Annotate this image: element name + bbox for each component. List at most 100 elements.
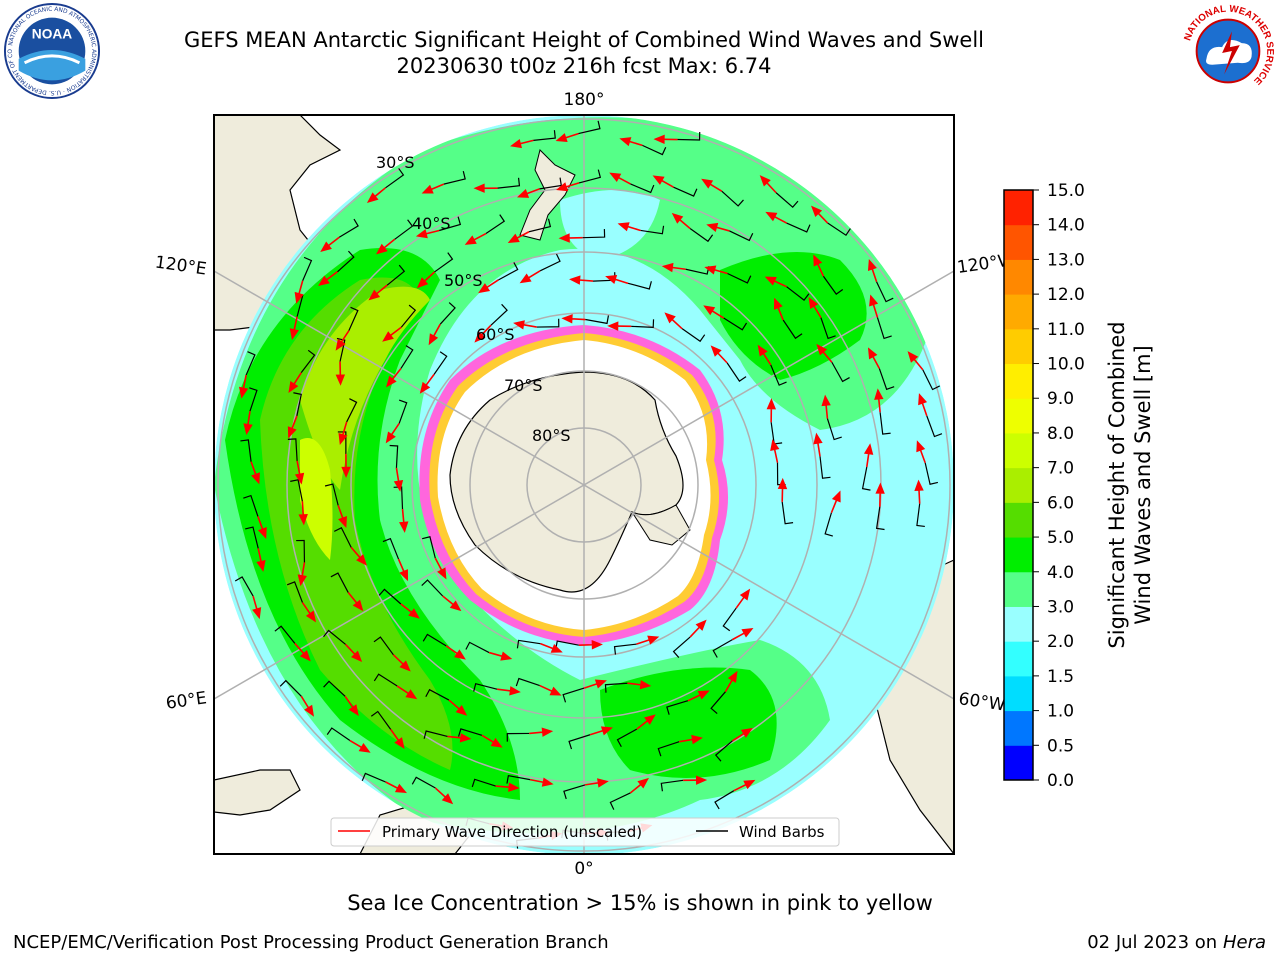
wave-direction-arrow	[513, 320, 537, 330]
wind-barb	[627, 281, 652, 290]
wave-direction-arrow	[393, 467, 404, 492]
wave-direction-arrow	[445, 645, 466, 660]
wave-direction-arrow	[375, 238, 396, 255]
wind-barb	[300, 349, 316, 374]
wind-barb	[630, 183, 655, 194]
wind-barb	[563, 784, 586, 800]
wind-barb	[878, 368, 895, 391]
colorbar-tick-label: 14.0	[1047, 216, 1085, 236]
wave-direction-arrow	[464, 232, 487, 245]
wind-barb	[568, 734, 591, 750]
wind-barb	[240, 439, 252, 462]
wave-direction-arrow	[735, 588, 751, 609]
colorbar-tick-label: 1.0	[1047, 702, 1074, 722]
colorbar-segment	[1004, 745, 1033, 781]
wave-direction-arrow	[569, 275, 594, 285]
wave-band-6-7m	[300, 286, 430, 490]
wind-barb	[926, 415, 943, 438]
wave-direction-arrow	[683, 775, 708, 785]
wave-direction-arrow	[671, 212, 691, 230]
lat-label-50s: 50°S	[444, 271, 483, 290]
wind-barb	[249, 387, 258, 412]
wind-barb	[722, 607, 737, 632]
wind-barb	[471, 778, 496, 788]
wave-direction-arrow	[287, 415, 298, 439]
wind-barb	[721, 190, 744, 207]
wind-barb	[642, 144, 667, 156]
wave-direction-arrow	[556, 182, 580, 192]
wind-barb	[876, 281, 894, 303]
wave-direction-arrow	[619, 137, 643, 147]
wave-direction-arrow	[298, 501, 308, 526]
wind-barb	[712, 639, 733, 658]
wind-barb	[916, 503, 925, 528]
wave-direction-arrow	[294, 280, 304, 304]
wind-barb	[786, 286, 810, 301]
wind-barb	[348, 306, 359, 331]
wave-direction-arrow	[703, 305, 725, 319]
wave-direction-arrow	[704, 265, 728, 275]
wind-barb	[338, 218, 359, 238]
wave-direction-arrow	[338, 421, 348, 446]
wave-direction-arrow	[517, 188, 540, 198]
wind-barb	[539, 253, 561, 272]
wave-direction-arrow	[813, 254, 825, 277]
wave-direction-arrow	[918, 393, 928, 417]
wave-band-4-5m-pacific	[720, 252, 867, 380]
wind-barb	[326, 727, 351, 741]
wave-direction-arrow	[416, 271, 436, 289]
colorbar-tick-label: 4.0	[1047, 563, 1074, 583]
wind-barb	[924, 462, 939, 485]
wind-barb	[336, 337, 346, 362]
colorbar-border	[1003, 189, 1034, 781]
wave-direction-arrow	[448, 699, 468, 716]
wind-barb	[439, 302, 456, 325]
legend-wave-label: Primary Wave Direction (unscaled)	[382, 823, 642, 841]
wave-direction-arrow	[863, 443, 874, 468]
wave-direction-arrow	[399, 508, 409, 533]
colorbar-segment	[1004, 502, 1033, 538]
wind-barb	[361, 772, 386, 783]
wave-direction-arrow	[350, 546, 367, 566]
wind-barb	[562, 687, 585, 703]
colorbar-segment	[1004, 259, 1033, 295]
wind-barb	[378, 588, 402, 605]
wave-direction-arrow	[813, 432, 823, 457]
colorbar-segment	[1004, 398, 1033, 434]
wind-barb	[370, 710, 392, 730]
wave-direction-arrow	[706, 222, 730, 233]
wind-barb	[411, 776, 436, 789]
wave-direction-arrow	[679, 734, 703, 745]
lat-label-40s: 40°S	[412, 214, 451, 233]
wave-direction-arrow	[256, 548, 266, 572]
wind-barb	[287, 438, 298, 461]
wave-direction-arrow	[396, 685, 418, 700]
antarctica-land	[449, 371, 684, 593]
wave-direction-arrow	[366, 187, 387, 204]
colorbar-tick-label: 9.0	[1047, 389, 1074, 409]
footer-machine: Hera	[1222, 932, 1266, 953]
wave-direction-arrow	[297, 562, 307, 587]
wind-barb	[296, 539, 306, 563]
colorbar-tick-label: 8.0	[1047, 424, 1074, 444]
wave-direction-arrow	[907, 351, 924, 371]
wind-barb	[585, 315, 610, 325]
wind-barb	[245, 526, 259, 549]
wave-direction-arrow	[496, 686, 521, 696]
wind-barb	[473, 682, 498, 692]
wave-direction-arrow	[627, 680, 652, 690]
colorbar-segment	[1004, 432, 1033, 469]
wave-direction-arrow	[589, 726, 613, 736]
wind-barb	[861, 466, 871, 491]
wave-direction-arrow	[636, 635, 660, 645]
wind-barb	[660, 779, 684, 792]
wind-barb	[434, 252, 454, 273]
colorbar-tick-label: 1.5	[1047, 667, 1074, 687]
wave-direction-arrow	[867, 347, 881, 369]
antarctica	[419, 325, 729, 645]
wave-direction-arrows	[238, 132, 928, 841]
wind-barb	[609, 792, 631, 810]
wave-direction-arrow	[664, 312, 683, 330]
colorbar-tick-label: 3.0	[1047, 597, 1074, 617]
wind-barb	[515, 677, 540, 687]
